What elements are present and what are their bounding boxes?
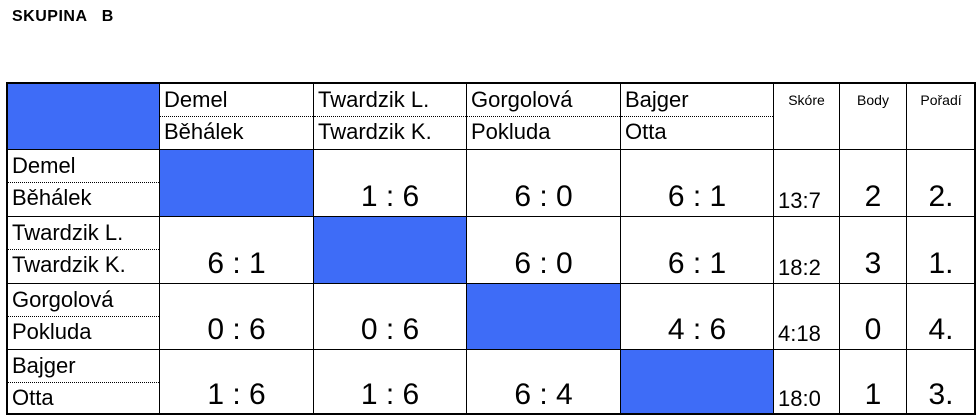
points-cell: 1 — [839, 349, 907, 415]
points: 3 — [864, 247, 882, 280]
separator — [467, 116, 620, 117]
rank: 1. — [928, 247, 954, 280]
match-result: 0 : 6 — [360, 313, 420, 346]
result-cell: 6 : 0 — [466, 216, 621, 284]
score: 4:18 — [778, 321, 821, 346]
name-line: Twardzik K. — [12, 252, 126, 277]
rank: 2. — [928, 180, 954, 213]
match-result: 6 : 0 — [514, 247, 573, 280]
self-match-cell — [620, 349, 774, 415]
column-header: Demel Běhálek — [159, 83, 314, 150]
rank: 3. — [928, 378, 954, 411]
score: 18:0 — [778, 386, 821, 411]
self-match-cell — [159, 149, 314, 217]
rank-cell: 3. — [906, 349, 976, 415]
match-result: 6 : 0 — [514, 180, 573, 213]
result-cell: 6 : 1 — [620, 216, 774, 284]
name-line: Demel — [164, 87, 228, 112]
name-line: Twardzik L. — [318, 87, 430, 112]
points: 1 — [864, 378, 882, 411]
rank: 4. — [928, 313, 954, 346]
column-header: Gorgolová Pokluda — [466, 83, 621, 150]
result-cell: 4 : 6 — [620, 283, 774, 350]
name-line: Bajger — [12, 353, 76, 378]
separator — [8, 316, 159, 317]
title: SKUPINA B — [12, 8, 114, 25]
corner-cell — [7, 83, 160, 150]
name-line: Pokluda — [471, 119, 551, 144]
result-cell: 0 : 6 — [313, 283, 467, 350]
points: 2 — [864, 180, 882, 213]
score-label: Skóre — [788, 92, 825, 108]
column-header: Bajger Otta — [620, 83, 774, 150]
name-line: Twardzik K. — [318, 119, 432, 144]
score: 18:2 — [778, 255, 821, 280]
row-header: Bajger Otta — [7, 349, 160, 415]
match-result: 1 : 6 — [207, 378, 266, 411]
column-header: Twardzik L. Twardzik K. — [313, 83, 467, 150]
name-line: Bajger — [625, 87, 689, 112]
match-result: 0 : 6 — [207, 313, 266, 346]
separator — [621, 116, 773, 117]
row-header: Demel Běhálek — [7, 149, 160, 217]
rank-cell: 2. — [906, 149, 976, 217]
match-result: 4 : 6 — [667, 313, 727, 346]
points-cell: 3 — [839, 216, 907, 284]
self-match-cell — [313, 216, 467, 284]
separator — [314, 116, 466, 117]
match-result: 6 : 1 — [667, 180, 727, 213]
score-cell: 13:7 — [773, 149, 840, 217]
separator — [160, 116, 313, 117]
self-match-cell — [466, 283, 621, 350]
name-line: Běhálek — [164, 119, 244, 144]
name-line: Otta — [625, 119, 667, 144]
result-cell: 6 : 1 — [620, 149, 774, 217]
score-header: Skóre — [773, 83, 840, 150]
rank-header: Pořadí — [906, 83, 976, 150]
match-result: 6 : 1 — [667, 247, 727, 280]
row-header: Gorgolová Pokluda — [7, 283, 160, 350]
result-cell: 6 : 1 — [159, 216, 314, 284]
name-line: Otta — [12, 385, 54, 410]
row-header: Twardzik L. Twardzik K. — [7, 216, 160, 284]
result-cell: 6 : 0 — [466, 149, 621, 217]
separator — [8, 249, 159, 250]
name-line: Gorgolová — [12, 287, 114, 312]
rank-cell: 1. — [906, 216, 976, 284]
result-cell: 0 : 6 — [159, 283, 314, 350]
result-cell: 6 : 4 — [466, 349, 621, 415]
match-result: 1 : 6 — [360, 180, 420, 213]
name-line: Gorgolová — [471, 87, 573, 112]
rank-cell: 4. — [906, 283, 976, 350]
points: 0 — [864, 313, 882, 346]
name-line: Běhálek — [12, 185, 92, 210]
result-cell: 1 : 6 — [313, 149, 467, 217]
match-result: 6 : 1 — [207, 247, 266, 280]
result-cell: 1 : 6 — [313, 349, 467, 415]
name-line: Pokluda — [12, 319, 92, 344]
rank-label: Pořadí — [920, 92, 962, 108]
points-header: Body — [839, 83, 907, 150]
match-result: 1 : 6 — [360, 378, 420, 411]
match-result: 6 : 4 — [514, 378, 573, 411]
points-cell: 2 — [839, 149, 907, 217]
points-cell: 0 — [839, 283, 907, 350]
score: 13:7 — [778, 188, 821, 213]
separator — [8, 382, 159, 383]
separator — [8, 182, 159, 183]
score-cell: 4:18 — [773, 283, 840, 350]
result-cell: 1 : 6 — [159, 349, 314, 415]
score-cell: 18:0 — [773, 349, 840, 415]
name-line: Twardzik L. — [12, 220, 124, 245]
score-cell: 18:2 — [773, 216, 840, 284]
name-line: Demel — [12, 153, 76, 178]
points-label: Body — [857, 92, 889, 108]
